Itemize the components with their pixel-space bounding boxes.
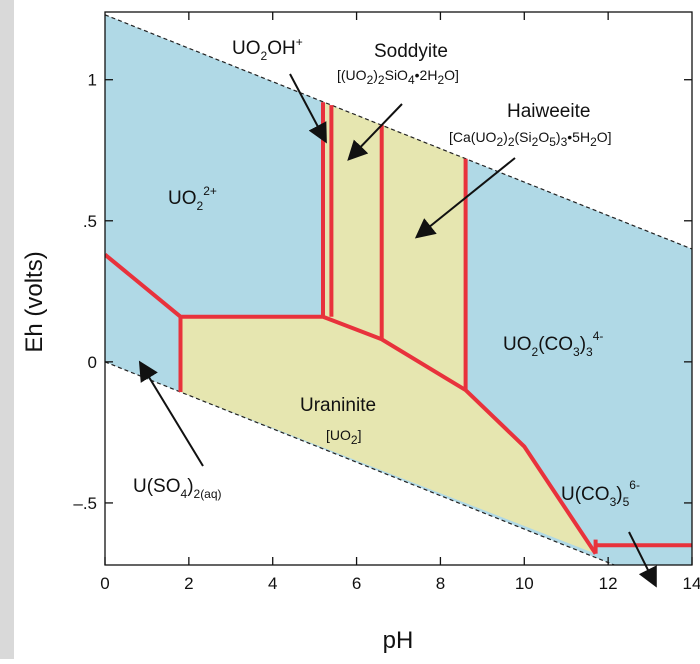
formula-haiweeite: [Ca(UO2)2(Si2O5)3•5H2O] (449, 129, 612, 149)
label-uso4: U(SO4)2(aq) (133, 476, 222, 501)
water-stability-lines (105, 14, 692, 565)
upper-water-line (105, 14, 692, 250)
label-soddyite: Soddyite (374, 41, 448, 62)
label-uco3: U(CO3)56- (561, 478, 640, 509)
stability-fields (105, 14, 692, 565)
field-uraninite (180, 316, 596, 554)
solid-phase-fields (180, 102, 596, 554)
label-uo2-2plus: UO22+ (168, 184, 217, 213)
arrow-uso4 (138, 360, 204, 467)
leader-arrows (138, 73, 657, 588)
plot-frame (104, 11, 693, 566)
arrow-haiweeite (414, 157, 516, 239)
arrow-soddyite (347, 103, 403, 161)
x-tick-label: 0 (100, 574, 109, 593)
formula-soddyite: [(UO2)2SiO4•2H2O] (337, 67, 459, 87)
x-tick-label: 4 (268, 574, 277, 593)
y-axis-ticks: 1 .5 0 –.5 (73, 71, 692, 513)
arrow-uo2oh (289, 73, 327, 144)
x-axis-ticks: 0 2 4 6 8 10 12 14 (100, 12, 700, 593)
label-haiweeite: Haiweeite (507, 101, 590, 122)
lower-water-line (105, 361, 616, 565)
left-margin-strip (0, 0, 14, 659)
formula-uraninite: [UO2] (326, 427, 361, 447)
arrow-uco3 (628, 531, 657, 588)
y-tick-label: 0 (88, 353, 97, 372)
x-tick-label: 12 (599, 574, 618, 593)
y-tick-label: 1 (88, 71, 97, 90)
x-tick-label: 14 (683, 574, 700, 593)
y-tick-label: .5 (83, 212, 97, 231)
label-uo2oh: UO2OH+ (232, 35, 303, 63)
y-axis-title: Eh (volts) (21, 251, 48, 352)
x-tick-label: 10 (515, 574, 534, 593)
y-tick-label: –.5 (73, 494, 97, 513)
field-soddyite (323, 102, 382, 340)
label-uraninite: Uraninite (300, 395, 376, 416)
label-uo2co3: UO2(CO3)34- (503, 329, 603, 359)
x-tick-label: 2 (184, 574, 193, 593)
field-haiweeite (381, 124, 466, 391)
x-axis-title: pH (383, 627, 414, 654)
x-tick-label: 8 (436, 574, 445, 593)
x-tick-label: 6 (352, 574, 361, 593)
